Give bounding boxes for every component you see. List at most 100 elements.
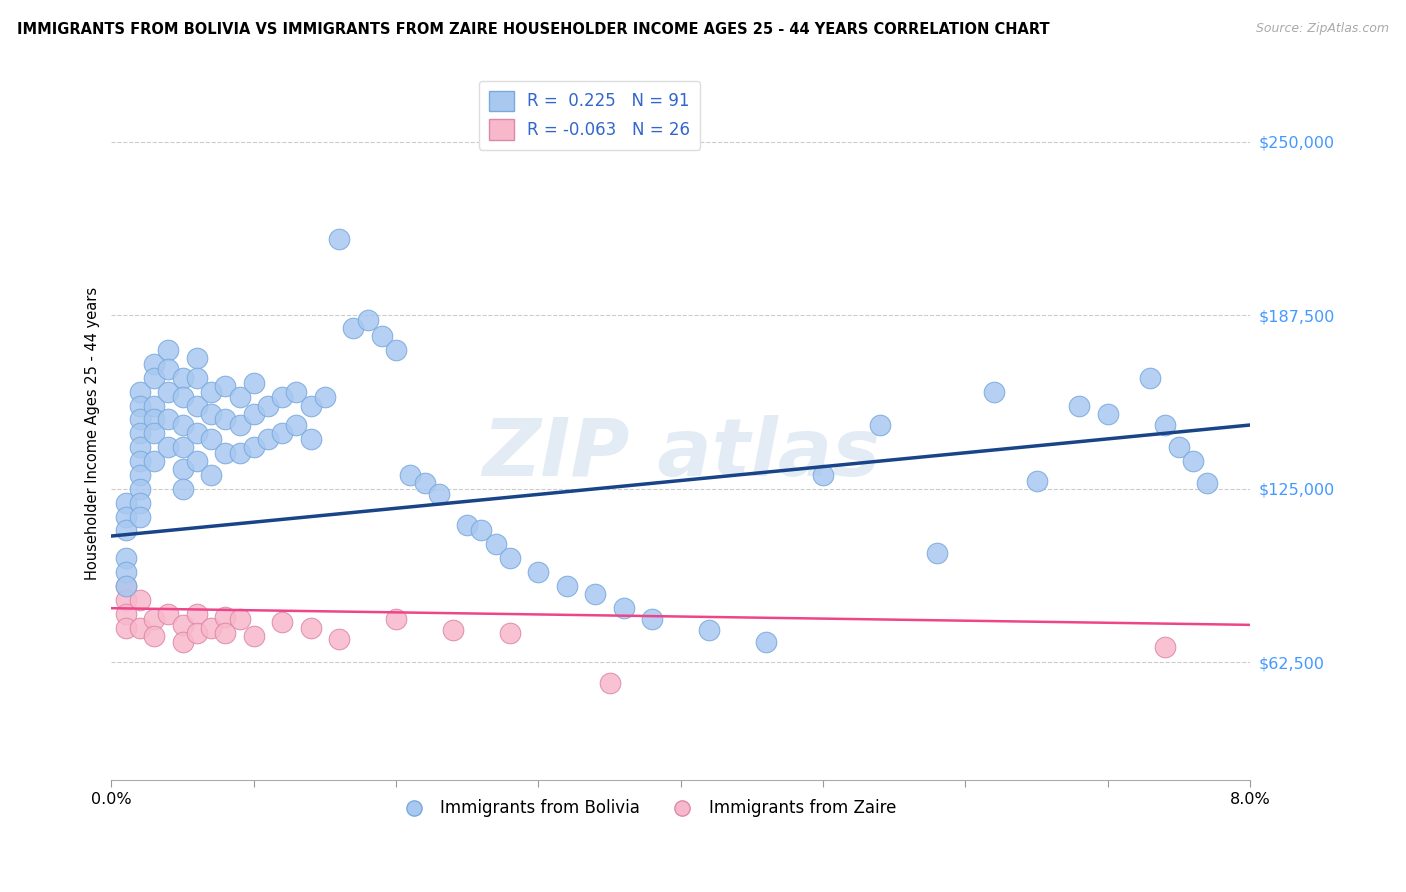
Point xyxy=(755,634,778,648)
Point xyxy=(128,412,150,426)
Point xyxy=(172,618,194,632)
Point xyxy=(1139,371,1161,385)
Point xyxy=(186,371,208,385)
Point xyxy=(641,612,664,626)
Point xyxy=(314,390,336,404)
Point xyxy=(172,371,194,385)
Point xyxy=(257,432,280,446)
Point xyxy=(1153,640,1175,654)
Point xyxy=(228,417,250,432)
Point xyxy=(342,321,364,335)
Point xyxy=(157,607,180,621)
Point xyxy=(114,496,136,510)
Point xyxy=(413,476,436,491)
Point xyxy=(214,626,236,640)
Point xyxy=(228,612,250,626)
Point xyxy=(114,579,136,593)
Point xyxy=(128,482,150,496)
Point xyxy=(1069,399,1091,413)
Point xyxy=(499,551,522,566)
Point xyxy=(385,343,408,357)
Point xyxy=(925,546,948,560)
Point xyxy=(1025,474,1047,488)
Point xyxy=(200,407,222,421)
Text: IMMIGRANTS FROM BOLIVIA VS IMMIGRANTS FROM ZAIRE HOUSEHOLDER INCOME AGES 25 - 44: IMMIGRANTS FROM BOLIVIA VS IMMIGRANTS FR… xyxy=(17,22,1049,37)
Point xyxy=(157,362,180,376)
Text: Source: ZipAtlas.com: Source: ZipAtlas.com xyxy=(1256,22,1389,36)
Point xyxy=(441,624,464,638)
Point xyxy=(242,407,264,421)
Point xyxy=(128,496,150,510)
Point xyxy=(114,607,136,621)
Point xyxy=(114,621,136,635)
Point xyxy=(200,432,222,446)
Point xyxy=(869,417,891,432)
Point xyxy=(356,312,378,326)
Point xyxy=(128,440,150,454)
Point xyxy=(485,537,508,551)
Point xyxy=(427,487,450,501)
Point xyxy=(555,579,578,593)
Point xyxy=(1097,407,1119,421)
Point xyxy=(143,412,166,426)
Point xyxy=(214,412,236,426)
Point xyxy=(128,593,150,607)
Point xyxy=(128,399,150,413)
Point xyxy=(583,587,606,601)
Point xyxy=(128,621,150,635)
Point xyxy=(299,621,322,635)
Point xyxy=(128,426,150,441)
Point xyxy=(157,412,180,426)
Point xyxy=(172,390,194,404)
Point xyxy=(172,462,194,476)
Point xyxy=(242,629,264,643)
Point xyxy=(1197,476,1219,491)
Y-axis label: Householder Income Ages 25 - 44 years: Householder Income Ages 25 - 44 years xyxy=(86,286,100,580)
Point xyxy=(143,426,166,441)
Point xyxy=(157,343,180,357)
Point xyxy=(143,371,166,385)
Point xyxy=(128,384,150,399)
Point xyxy=(285,417,308,432)
Point xyxy=(157,384,180,399)
Point xyxy=(385,612,408,626)
Point xyxy=(128,467,150,482)
Point xyxy=(1167,440,1189,454)
Point xyxy=(172,417,194,432)
Point xyxy=(172,634,194,648)
Point xyxy=(186,626,208,640)
Point xyxy=(285,384,308,399)
Point xyxy=(271,390,294,404)
Point xyxy=(114,509,136,524)
Point xyxy=(186,351,208,366)
Point xyxy=(114,524,136,538)
Point xyxy=(186,607,208,621)
Point xyxy=(242,376,264,391)
Point xyxy=(613,601,636,615)
Point xyxy=(328,632,350,646)
Point xyxy=(186,426,208,441)
Point xyxy=(328,232,350,246)
Point xyxy=(172,482,194,496)
Point xyxy=(1182,454,1205,468)
Point xyxy=(599,676,621,690)
Point xyxy=(1153,417,1175,432)
Point xyxy=(186,454,208,468)
Point xyxy=(299,399,322,413)
Point xyxy=(114,579,136,593)
Text: ZIP atlas: ZIP atlas xyxy=(482,415,880,493)
Point xyxy=(214,446,236,460)
Point xyxy=(470,524,492,538)
Point xyxy=(200,467,222,482)
Point xyxy=(811,467,834,482)
Point xyxy=(499,626,522,640)
Point xyxy=(299,432,322,446)
Point xyxy=(399,467,422,482)
Point xyxy=(186,399,208,413)
Point xyxy=(271,426,294,441)
Point xyxy=(242,440,264,454)
Point xyxy=(371,329,394,343)
Point xyxy=(143,399,166,413)
Point xyxy=(228,390,250,404)
Point xyxy=(157,440,180,454)
